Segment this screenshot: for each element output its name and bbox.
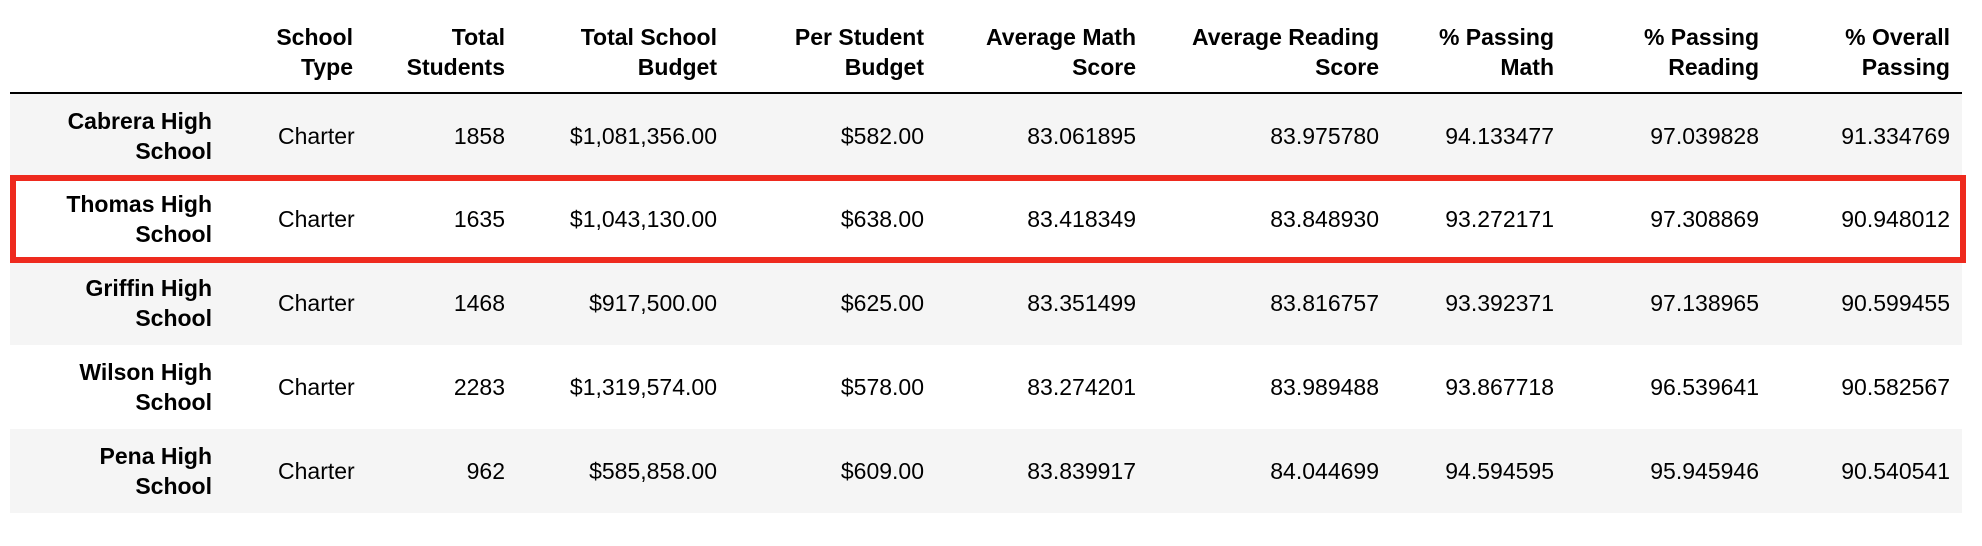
row-index-school-name: Pena High School [10,429,224,513]
header-index [10,0,224,94]
header-line: Reading [1668,54,1759,80]
cell-school-type: Charter [278,122,355,149]
cell-school-type: Charter [278,374,355,400]
cell-total-students: 1635 [453,206,505,232]
cell-total-budget: $1,319,574.00 [569,374,717,400]
school-name-line: School [135,473,212,499]
school-name-line: Thomas High [66,191,212,217]
header-line: % Passing [1438,24,1554,50]
table-row: Pena High School Charter 962 $585,858.00… [10,429,1962,513]
header-total-students: Total Students [365,0,517,94]
header-line: Score [1315,54,1379,80]
cell-avg-reading: 84.044699 [1270,458,1379,484]
cell-pct-reading: 96.539641 [1650,374,1759,400]
header-line: % Overall [1845,24,1950,50]
cell-pct-reading: 95.945946 [1650,458,1759,484]
header-line: School [276,24,353,50]
header-line: Average Math [986,24,1136,50]
school-summary-table: School Type Total Students Total School … [10,0,1962,513]
table-row: Cabrera High School Charter 1858 $1,081,… [10,93,1962,177]
cell-total-students: 962 [466,458,505,484]
row-index-school-name: Griffin High School [10,261,224,345]
header-line: Per Student [794,24,924,50]
header-row: School Type Total Students Total School … [10,0,1962,94]
cell-avg-reading: 83.989488 [1270,374,1379,400]
cell-pct-reading: 97.138965 [1650,290,1759,316]
cell-total-students: 1468 [453,290,505,316]
header-line: Average Reading [1191,24,1379,50]
table-row: Wilson High School Charter 2283 $1,319,5… [10,345,1962,429]
cell-avg-math: 83.274201 [1027,374,1136,400]
header-total-budget: Total School Budget [517,0,729,94]
school-name-line: School [135,137,212,164]
cell-pct-math: 93.392371 [1445,290,1554,316]
dataframe-output: School Type Total Students Total School … [10,0,1962,513]
header-avg-math: Average Math Score [936,0,1148,94]
school-name-line: School [135,305,212,331]
header-pct-math: % Passing Math [1391,0,1566,94]
cell-pct-math: 93.272171 [1445,206,1554,232]
cell-school-type: Charter [278,458,355,484]
header-line: Math [1500,54,1554,80]
header-pct-overall: % Overall Passing [1771,0,1962,94]
cell-per-student-budget: $638.00 [840,206,924,232]
row-index-school-name: Cabrera High School [10,93,224,177]
cell-pct-overall: 90.582567 [1841,374,1950,400]
row-index-school-name: Wilson High School [10,345,224,429]
cell-avg-math: 83.418349 [1027,206,1136,232]
cell-pct-math: 94.133477 [1445,122,1554,149]
cell-avg-reading: 83.848930 [1270,206,1379,232]
cell-total-budget: $1,081,356.00 [569,122,717,149]
header-line: Total [451,24,505,50]
cell-avg-math: 83.839917 [1027,458,1136,484]
header-per-student-budget: Per Student Budget [729,0,936,94]
school-name-line: Griffin High [85,275,212,301]
school-name-line: Cabrera High [67,107,212,134]
cell-total-budget: $1,043,130.00 [569,206,717,232]
cell-total-budget: $917,500.00 [589,290,717,316]
cell-avg-reading: 83.816757 [1270,290,1379,316]
cell-pct-overall: 90.948012 [1841,206,1950,232]
cell-per-student-budget: $625.00 [840,290,924,316]
header-line: Students [406,54,505,80]
cell-pct-math: 94.594595 [1445,458,1554,484]
cell-pct-math: 93.867718 [1445,374,1554,400]
header-avg-reading: Average Reading Score [1148,0,1391,94]
school-name-line: School [135,389,212,415]
school-name-line: Wilson High [79,359,212,385]
cell-per-student-budget: $609.00 [840,458,924,484]
header-line: Type [301,54,353,80]
cell-pct-overall: 91.334769 [1841,122,1950,149]
cell-pct-reading: 97.039828 [1650,122,1759,149]
header-school-type: School Type [224,0,365,94]
header-line: % Passing [1643,24,1759,50]
cell-per-student-budget: $582.00 [840,122,924,149]
cell-pct-overall: 90.540541 [1841,458,1950,484]
header-line: Budget [637,54,717,80]
table-row: Griffin High School Charter 1468 $917,50… [10,261,1962,345]
cell-per-student-budget: $578.00 [840,374,924,400]
header-line: Passing [1861,54,1950,80]
school-name-line: School [135,221,212,247]
cell-avg-math: 83.351499 [1027,290,1136,316]
table-row: Thomas High School Charter 1635 $1,043,1… [10,177,1962,261]
header-line: Total School [580,24,717,50]
cell-avg-math: 83.061895 [1027,122,1136,149]
cell-school-type: Charter [278,290,355,316]
header-line: Budget [844,54,924,80]
school-name-line: Pena High [99,443,212,469]
cell-avg-reading: 83.975780 [1270,122,1379,149]
header-line: Score [1072,54,1136,80]
cell-total-budget: $585,858.00 [589,458,717,484]
cell-pct-overall: 90.599455 [1841,290,1950,316]
cell-total-students: 2283 [453,374,505,400]
row-index-school-name: Thomas High School [10,177,224,261]
cell-pct-reading: 97.308869 [1650,206,1759,232]
header-pct-reading: % Passing Reading [1566,0,1771,94]
cell-school-type: Charter [278,206,355,232]
cell-total-students: 1858 [453,122,505,149]
